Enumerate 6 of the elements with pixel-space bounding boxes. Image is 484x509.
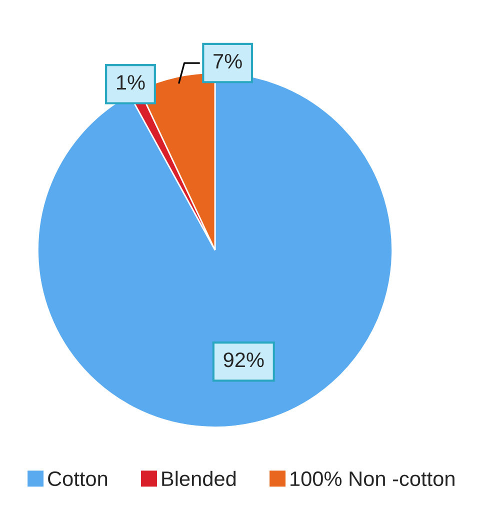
data-label: 7%	[214, 54, 242, 69]
data-label: 92%	[224, 352, 264, 368]
legend-label: 100% Non -cotton	[290, 471, 454, 486]
legend-label: Blended	[162, 470, 236, 486]
data-label: 1%	[117, 75, 145, 90]
legend-label: Cotton	[48, 471, 108, 486]
